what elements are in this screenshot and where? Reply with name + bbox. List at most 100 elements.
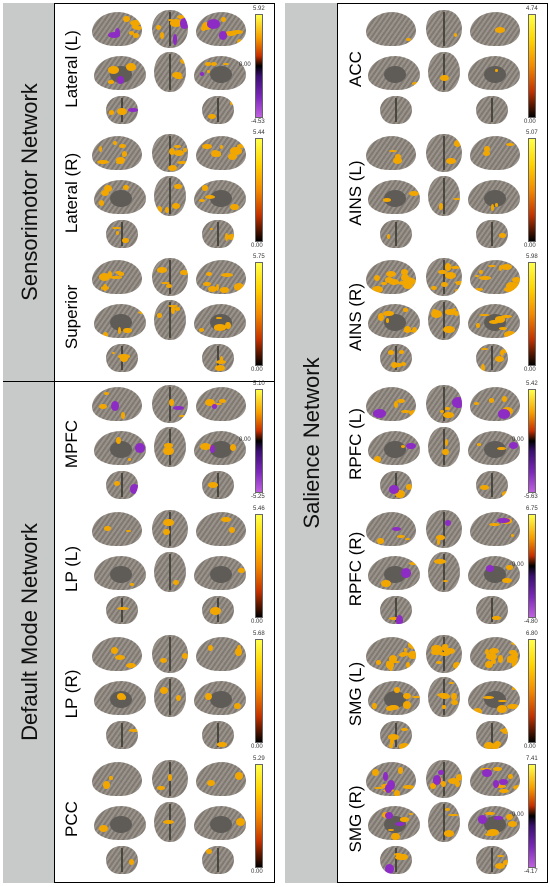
brain-dorsal-view xyxy=(428,176,460,216)
colorbar-min-label: -5.25 xyxy=(251,494,265,500)
longitudinal-fissure xyxy=(217,848,219,873)
longitudinal-fissure xyxy=(169,177,171,215)
activation-blob xyxy=(404,537,410,541)
brain-medial-view xyxy=(194,556,246,590)
brain-medial-view xyxy=(468,304,520,338)
brain-medial-view xyxy=(468,431,520,465)
activation-blob xyxy=(129,729,138,732)
activation-blob xyxy=(452,197,460,201)
roi-label: SMG (L) xyxy=(346,661,365,727)
activation-blob xyxy=(380,783,389,789)
activation-blob xyxy=(499,728,507,732)
brain-dorsal-view xyxy=(428,802,460,842)
activation-blob xyxy=(442,448,449,455)
activation-blob xyxy=(502,577,513,584)
deactivation-blob xyxy=(206,19,220,29)
activation-blob xyxy=(120,354,128,362)
activation-blob xyxy=(208,644,214,651)
brain-medial-view xyxy=(368,681,420,715)
activation-blob xyxy=(393,156,402,164)
deactivation-blob xyxy=(438,769,445,776)
activation-blob xyxy=(374,274,381,281)
brain-medial-view xyxy=(368,180,420,214)
brain-dorsal-view xyxy=(154,300,186,340)
medial-wall xyxy=(383,690,407,709)
activation-blob xyxy=(445,407,451,411)
activation-blob xyxy=(133,26,142,30)
brain-posterior-view xyxy=(476,220,508,248)
activation-blob xyxy=(169,399,175,406)
activation-blob xyxy=(180,269,188,276)
brain-dorsal-view xyxy=(152,635,188,673)
activation-blob xyxy=(402,329,415,333)
activation-blob xyxy=(110,647,119,655)
longitudinal-fissure xyxy=(169,636,171,672)
brain-lateral-view xyxy=(470,637,520,671)
brain-dorsal-view xyxy=(152,258,188,296)
activation-blob xyxy=(408,409,416,416)
activation-blob xyxy=(400,268,409,275)
activation-blob xyxy=(391,362,399,369)
activation-blob xyxy=(488,522,501,526)
brain-dorsal-view xyxy=(426,385,462,423)
activation-blob xyxy=(160,267,168,272)
activation-blob xyxy=(390,832,401,840)
activation-blob xyxy=(373,456,381,464)
activation-blob xyxy=(114,655,125,661)
activation-blob xyxy=(172,71,182,78)
brain-posterior-view xyxy=(202,96,234,124)
activation-blob xyxy=(374,787,385,790)
colorbar-max-label: 5.68 xyxy=(253,631,265,637)
activation-blob xyxy=(488,398,495,403)
activation-blob xyxy=(443,648,455,654)
deactivation-blob xyxy=(445,519,452,527)
brain-medial-view xyxy=(468,180,520,214)
deactivation-blob xyxy=(387,779,396,790)
activation-blob xyxy=(214,365,226,372)
activation-blob xyxy=(481,364,486,372)
activation-blob xyxy=(182,148,188,152)
activation-blob xyxy=(387,829,395,832)
brain-dorsal-view xyxy=(154,677,186,717)
deactivation-blob xyxy=(481,769,492,778)
activation-blob xyxy=(495,27,505,33)
activation-blob xyxy=(480,347,488,351)
activation-blob xyxy=(160,687,169,694)
deactivation-blob xyxy=(477,815,488,824)
activation-blob xyxy=(431,645,442,652)
activation-blob xyxy=(224,30,237,36)
activation-blob xyxy=(495,785,506,788)
brain-medial-view xyxy=(194,304,246,338)
colorbar-max-label: 5.98 xyxy=(526,254,538,260)
activation-blob xyxy=(206,779,215,786)
activation-blob xyxy=(198,198,205,202)
activation-blob xyxy=(214,402,223,406)
activation-blob xyxy=(161,281,171,285)
activation-blob xyxy=(398,652,407,657)
longitudinal-fissure xyxy=(217,346,219,371)
brain-lateral-view xyxy=(92,762,142,796)
roi-label: LP (L) xyxy=(62,546,81,592)
brain-dorsal-view xyxy=(154,176,186,216)
activation-blob xyxy=(108,109,115,115)
activation-blob xyxy=(112,226,122,230)
activation-blob xyxy=(403,277,413,284)
medial-wall xyxy=(109,815,133,834)
medial-wall xyxy=(383,440,407,459)
deactivation-blob xyxy=(219,31,228,40)
activation-blob xyxy=(479,767,491,770)
longitudinal-fissure xyxy=(217,473,219,498)
longitudinal-fissure xyxy=(169,11,171,47)
deactivation-blob xyxy=(172,33,178,45)
brain-dorsal-view xyxy=(154,802,186,842)
activation-blob xyxy=(137,310,146,314)
activation-blob xyxy=(181,653,188,660)
colorbar-min-label: 0.00 xyxy=(524,243,536,249)
activation-blob xyxy=(409,812,414,816)
deactivation-blob xyxy=(451,397,462,408)
activation-blob xyxy=(430,783,436,789)
longitudinal-fissure xyxy=(395,346,397,371)
activation-blob xyxy=(503,287,515,293)
activation-blob xyxy=(443,325,455,333)
activation-blob xyxy=(107,271,112,278)
